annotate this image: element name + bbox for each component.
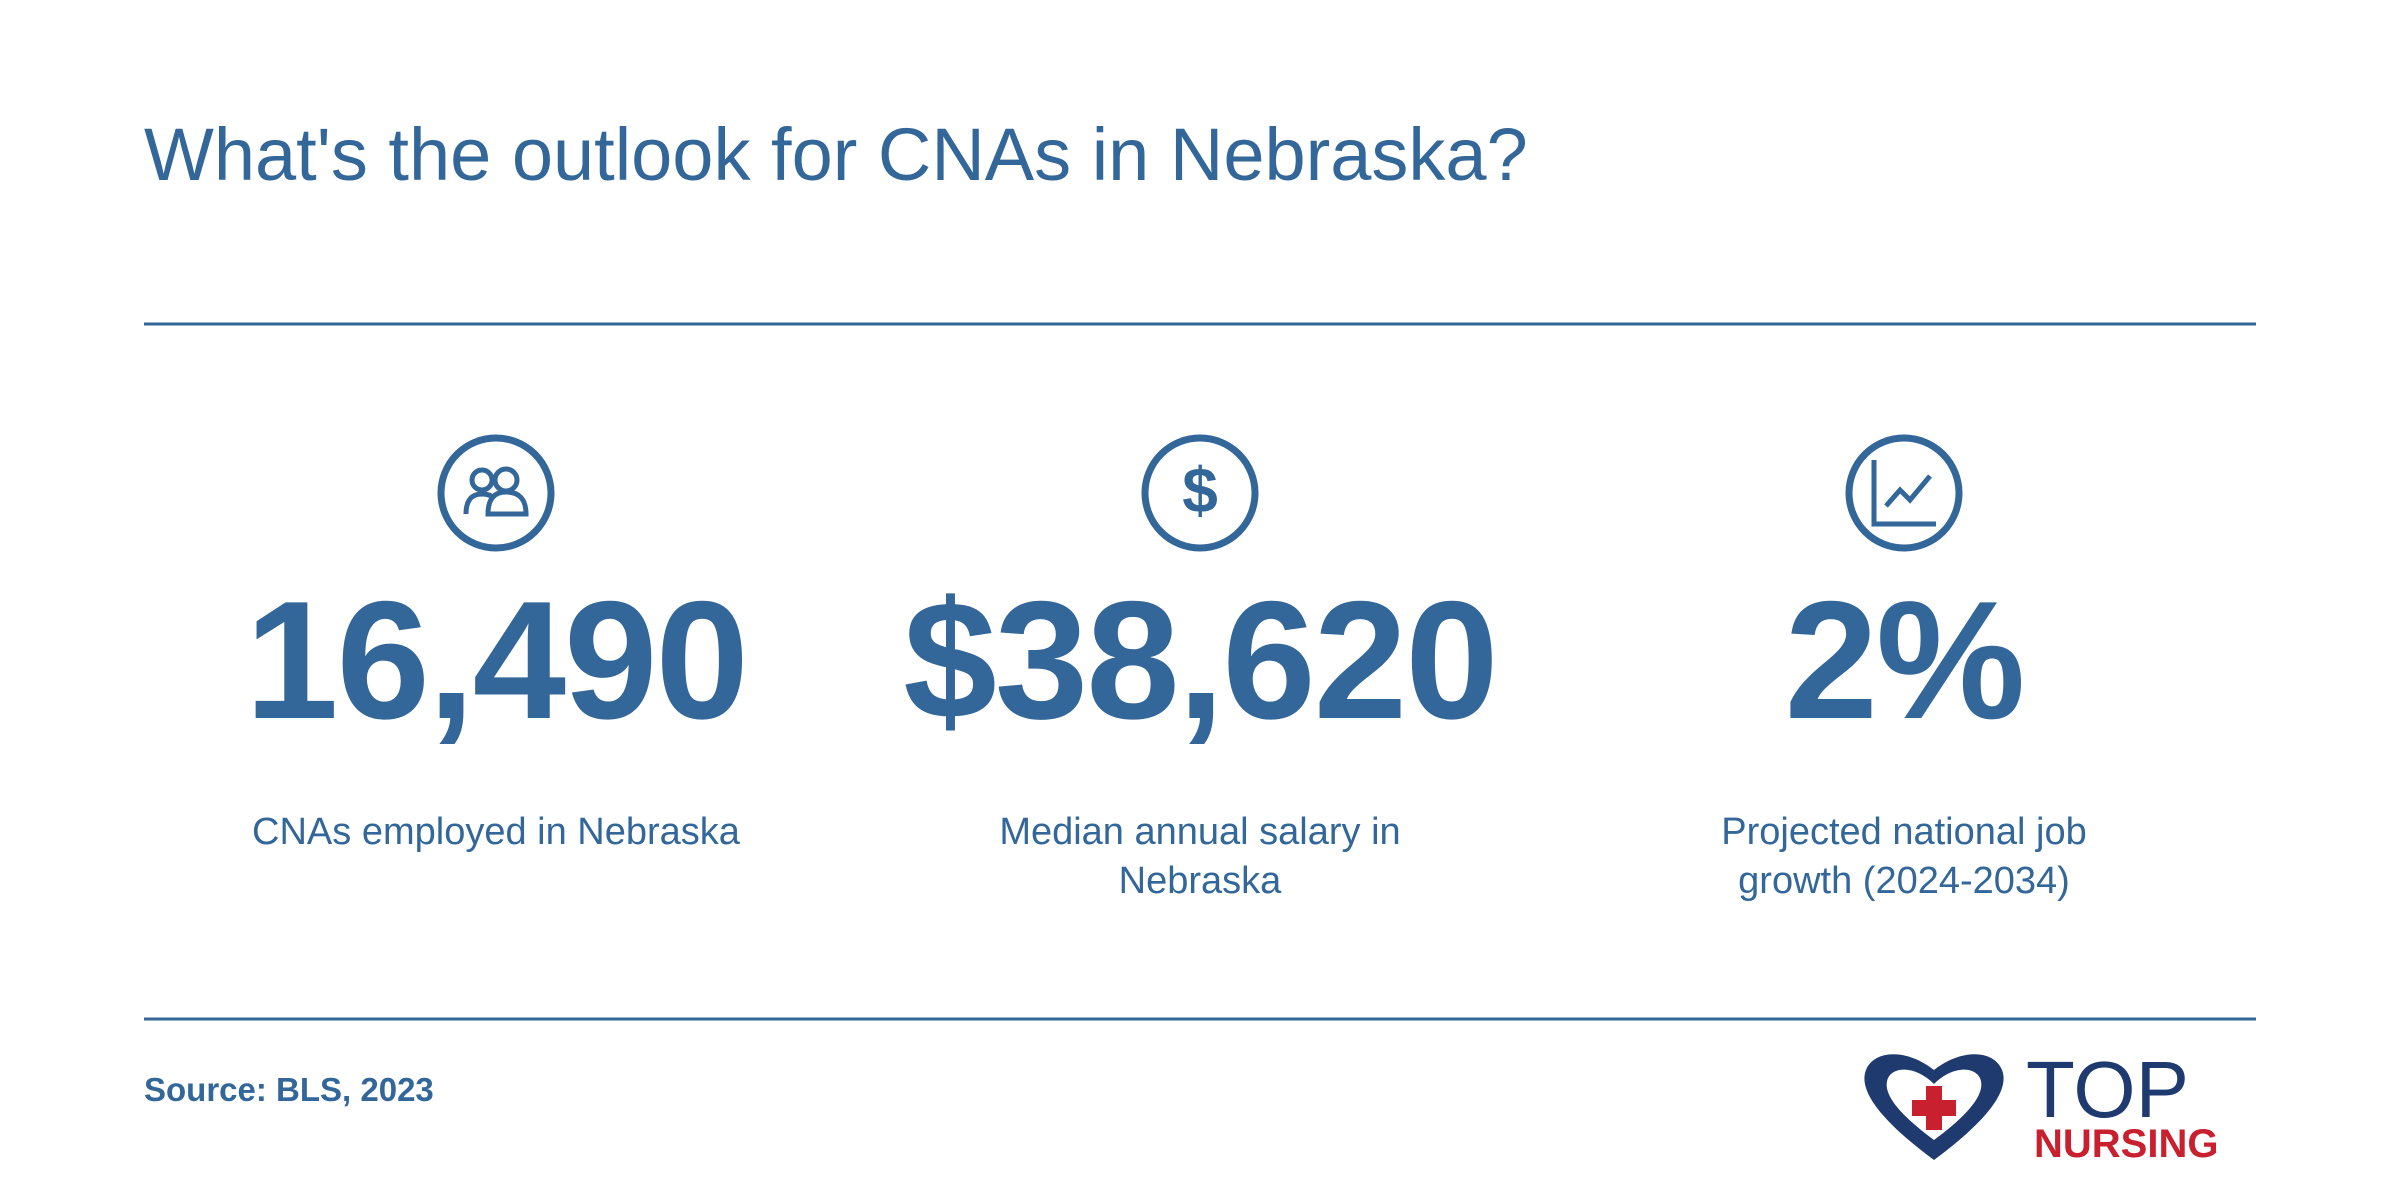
source: Source: BLS, 2023 xyxy=(144,1071,434,1108)
stat-label: Median annual salary in Nebraska xyxy=(999,811,1401,902)
people-icon xyxy=(437,434,555,552)
logo-top: TOP xyxy=(2026,1045,2190,1134)
title: What's the outlook for CNAs in Nebraska? xyxy=(144,113,1528,196)
growth-icon xyxy=(1845,434,1963,552)
stat-value: 2% xyxy=(1784,566,2026,754)
stat-value: $38,620 xyxy=(903,566,1498,754)
dollar-icon: $ xyxy=(1141,434,1259,552)
stat-label: CNAs employed in Nebraska xyxy=(252,811,740,853)
logo-heart xyxy=(1864,1054,2004,1160)
stat-label: Projected national job growth (2024-2034… xyxy=(1721,811,2087,902)
stat-value: 16,490 xyxy=(245,566,749,754)
svg-text:$: $ xyxy=(1182,454,1218,526)
logo-bottom: NURSING xyxy=(2034,1122,2219,1166)
